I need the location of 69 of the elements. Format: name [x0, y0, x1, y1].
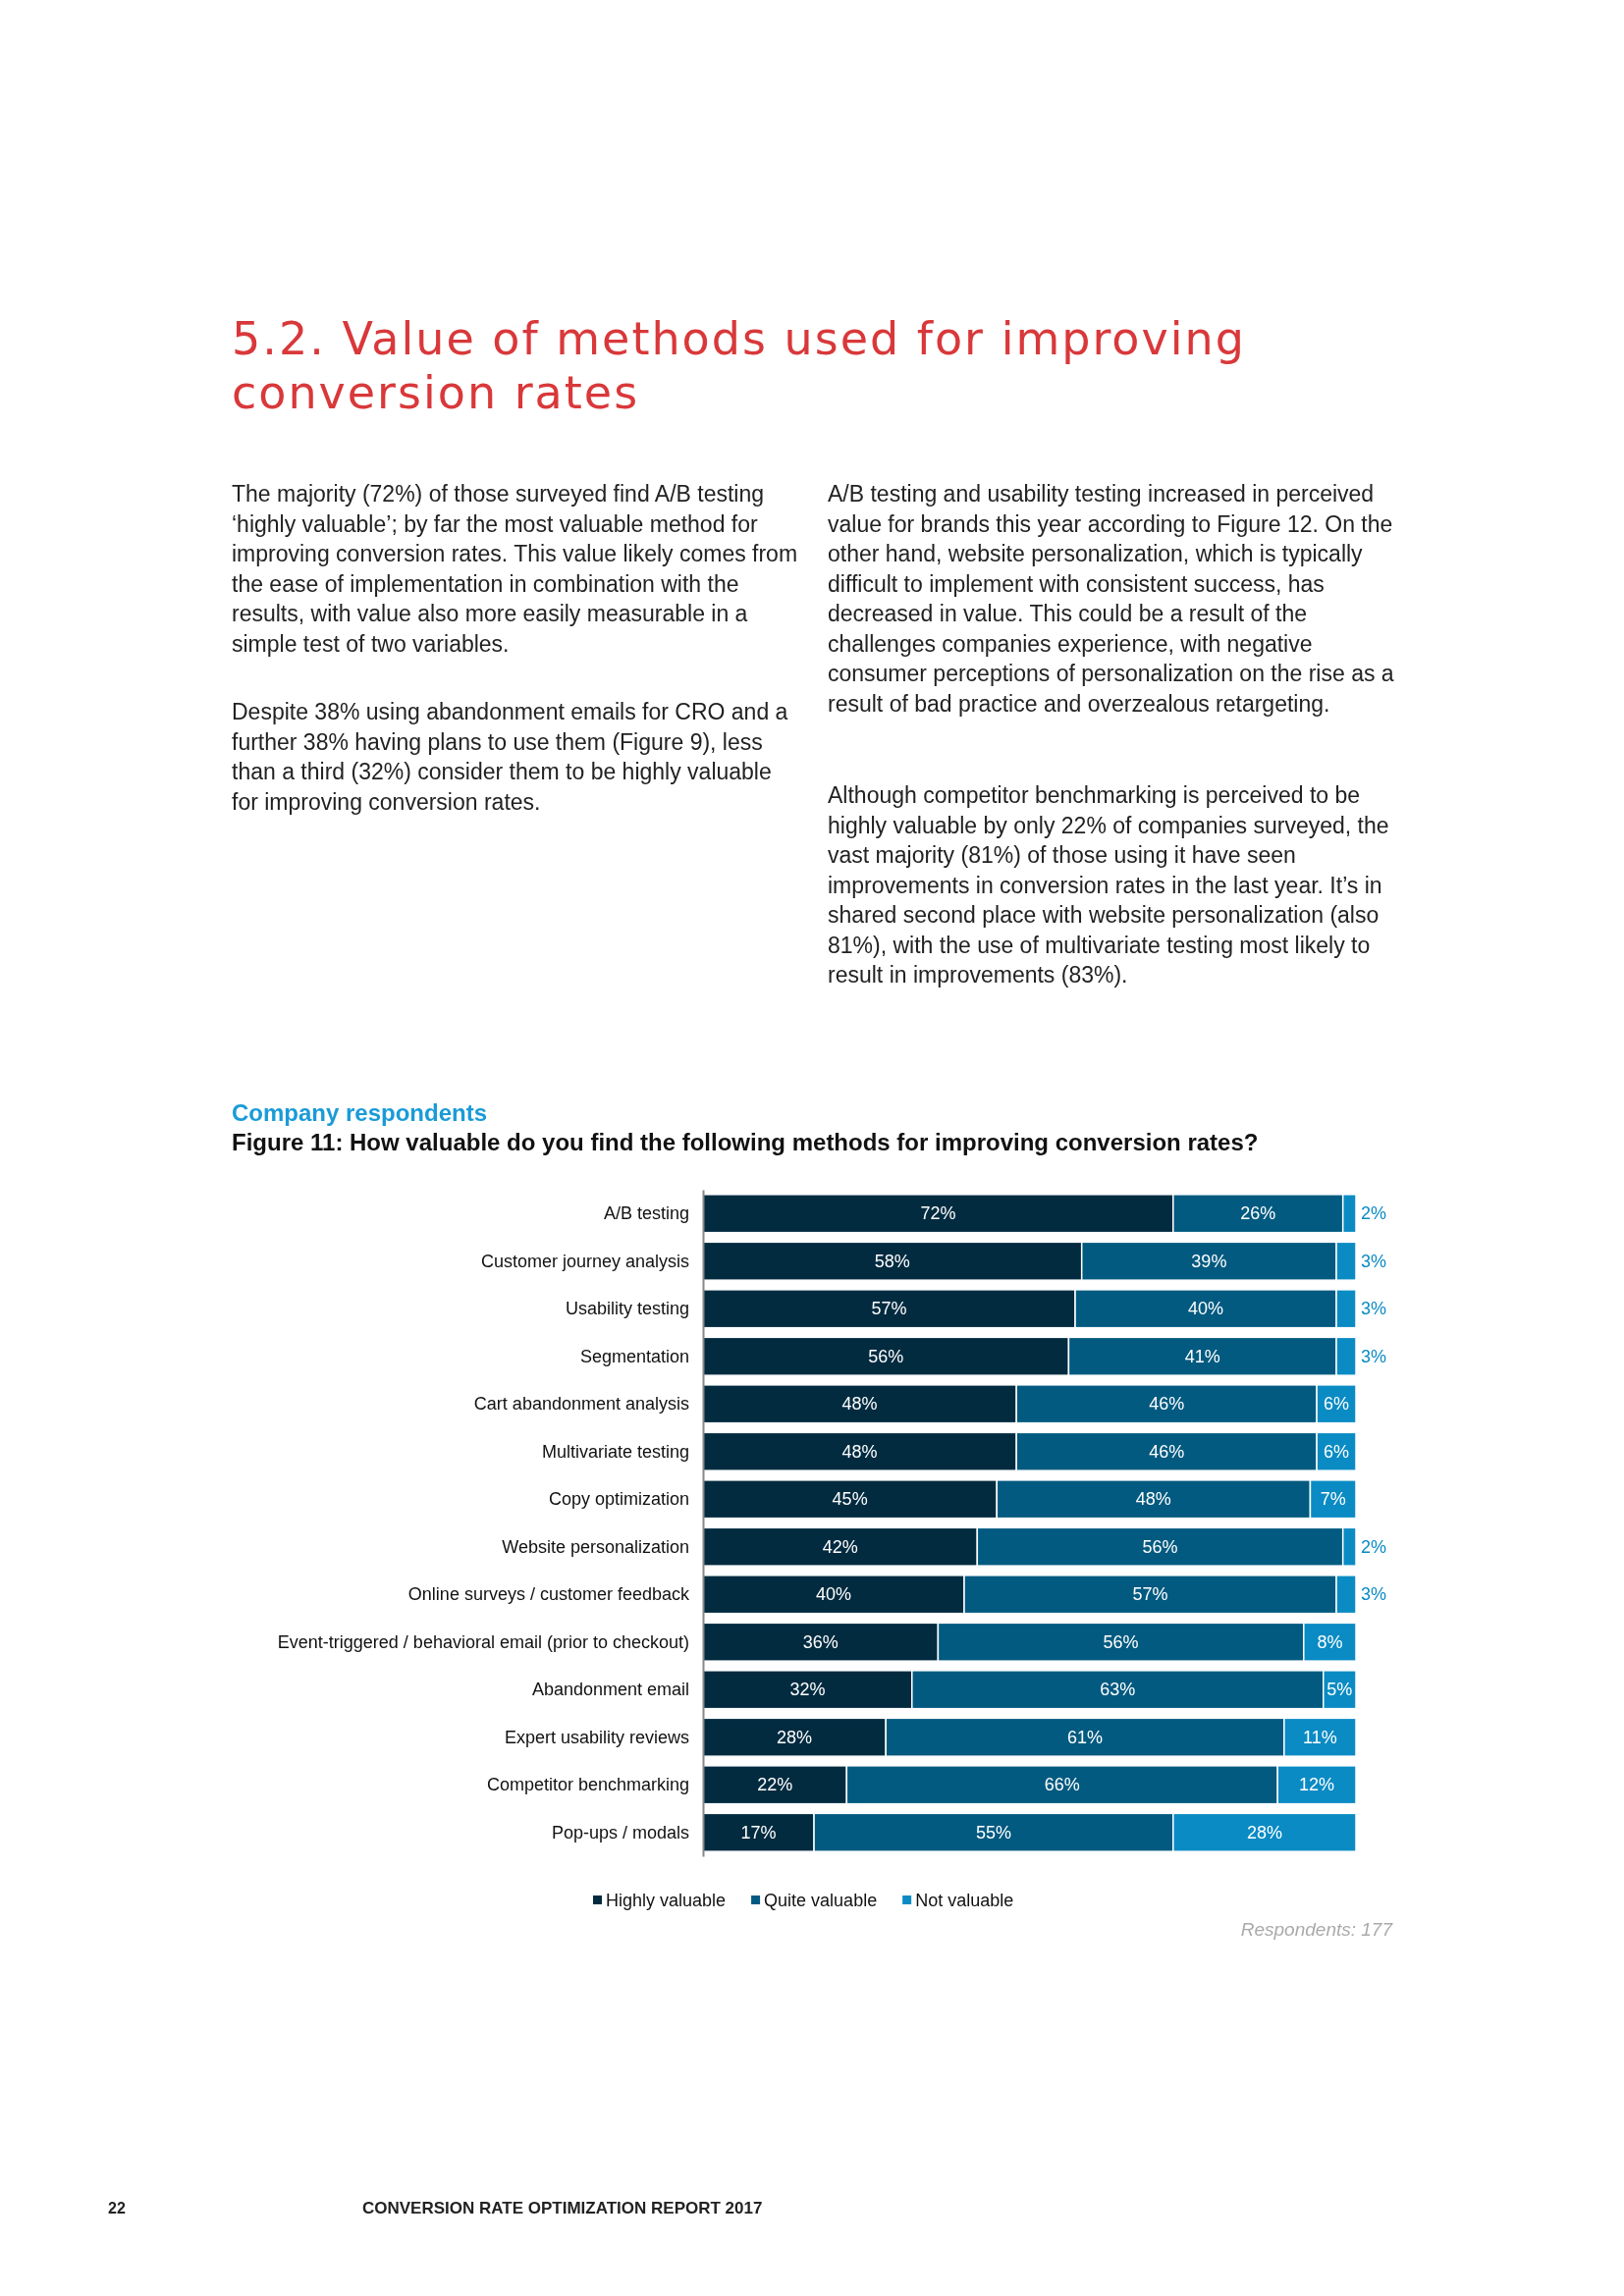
data-label: 2%	[1361, 1536, 1387, 1557]
data-label: 8%	[1317, 1631, 1343, 1652]
data-label: 56%	[868, 1346, 904, 1366]
data-label: 17%	[740, 1822, 777, 1842]
data-label: 22%	[757, 1775, 793, 1795]
data-label: 39%	[1191, 1251, 1227, 1271]
data-label: 48%	[841, 1394, 878, 1415]
y-tick-label: Pop-ups / modals	[551, 1822, 689, 1842]
data-label: 72%	[920, 1203, 956, 1224]
y-tick-label: Online surveys / customer feedback	[407, 1584, 690, 1605]
y-tick-label: Copy optimization	[548, 1489, 689, 1510]
text: A/B testing and usability testing increased in perceived value for brands this year according to Figure 12. On the other hand, website personalization, which is typically difficult to implement with consistent success, has decreased in value. This could be a result of the challenges companies experience, with negative consumer perceptions of personalization on the rise as a result of bad practice and overzealous retargeting.	[828, 480, 1395, 720]
data-label: 32%	[789, 1680, 826, 1700]
data-label: 45%	[832, 1489, 868, 1510]
data-label: 28%	[1246, 1822, 1282, 1842]
data-label: 7%	[1320, 1489, 1346, 1510]
data-label: 11%	[1303, 1727, 1337, 1747]
data-label: 42%	[822, 1536, 858, 1557]
data-label: 28%	[777, 1727, 813, 1747]
y-tick-label: Usability testing	[565, 1299, 689, 1319]
y-tick-label: Cart abandonment analysis	[473, 1394, 689, 1415]
y-tick-label: Event-triggered / behavioral email (prior to checkout)	[277, 1631, 689, 1652]
data-label: 6%	[1324, 1394, 1350, 1415]
text: Respondents: 177	[1240, 1919, 1392, 1942]
text: 22	[108, 2199, 126, 2218]
data-label: 3%	[1361, 1251, 1387, 1271]
data-label: 48%	[841, 1441, 878, 1462]
legend-label: Not valuable	[915, 1891, 1014, 1910]
chart-title: Figure 11: How valuable do you find the following methods for improving conversion rates?	[232, 1129, 1259, 1156]
data-label: 57%	[871, 1299, 907, 1319]
data-label: 56%	[1103, 1631, 1139, 1652]
y-tick-label: Multivariate testing	[541, 1441, 689, 1462]
data-label: 3%	[1361, 1584, 1387, 1605]
y-tick-label: A/B testing	[603, 1203, 689, 1224]
data-label: 66%	[1044, 1775, 1080, 1795]
data-label: 5%	[1326, 1680, 1353, 1700]
y-tick-label: Customer journey analysis	[480, 1251, 689, 1271]
y-tick-label: Segmentation	[579, 1346, 689, 1366]
legend-label: Highly valuable	[606, 1891, 727, 1910]
text: Although competitor benchmarking is perceived to be highly valuable by only 22% of companies surveyed, the vast majority (81%) of those using it have seen improvements in conversion rates in the last year. It’s in shared second place with website personalization (also 81%), with the use of multivariate testing most likely to result in improvements (83%).	[828, 781, 1390, 990]
data-label: 26%	[1240, 1203, 1276, 1224]
data-label: 46%	[1149, 1441, 1185, 1462]
text: Despite 38% using abandonment emails for CRO and a further 38% having plans to use them (Figure 9), less than a third (32%) consider them to be highly valuable for improving conversion rates.	[232, 698, 789, 817]
data-label: 40%	[815, 1584, 852, 1605]
data-label: 2%	[1361, 1203, 1387, 1224]
data-label: 61%	[1067, 1727, 1104, 1747]
text: Company respondents	[232, 1099, 488, 1127]
data-label: 12%	[1299, 1775, 1335, 1795]
y-tick-label: Abandonment email	[531, 1680, 689, 1700]
y-tick-label: Website personalization	[502, 1536, 689, 1557]
data-label: 36%	[802, 1631, 839, 1652]
data-label: 57%	[1132, 1584, 1168, 1605]
text: CONVERSION RATE OPTIMIZATION REPORT 2017	[362, 2199, 763, 2219]
data-label: 40%	[1188, 1299, 1224, 1319]
data-label: 55%	[975, 1822, 1011, 1842]
data-label: 58%	[874, 1251, 910, 1271]
data-label: 41%	[1184, 1346, 1220, 1366]
text: 5.2. Value of methods used for improving conversion rates	[232, 312, 1247, 421]
data-label: 48%	[1135, 1489, 1171, 1510]
data-label: 46%	[1149, 1394, 1185, 1415]
data-label: 56%	[1142, 1536, 1178, 1557]
data-label: 6%	[1324, 1441, 1350, 1462]
data-label: 3%	[1361, 1299, 1387, 1319]
data-label: 63%	[1100, 1680, 1136, 1700]
y-tick-label: Competitor benchmarking	[486, 1775, 689, 1795]
text: The majority (72%) of those surveyed find A/B testing ‘highly valuable’; by far the most valuable method for improving conversion rates. This value likely comes from the ease of implementation in combination with the results, with value also more easily measurable in a simple test of two variables.	[232, 480, 799, 659]
data-label: 3%	[1361, 1346, 1387, 1366]
y-tick-label: Expert usability reviews	[504, 1727, 689, 1747]
text: Quite valuable	[764, 1891, 878, 1910]
